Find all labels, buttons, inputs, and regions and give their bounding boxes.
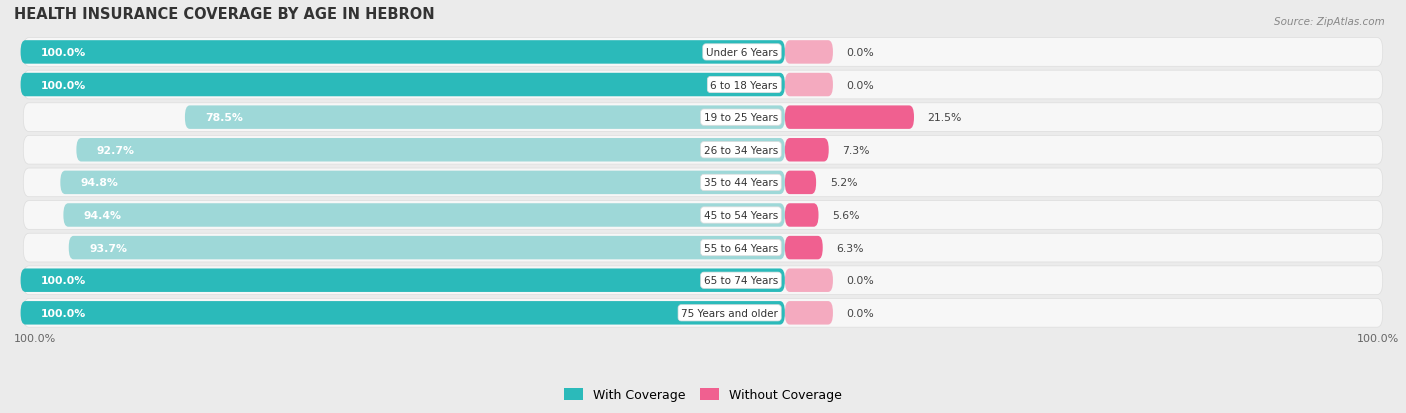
FancyBboxPatch shape: [24, 234, 1382, 262]
FancyBboxPatch shape: [785, 301, 832, 325]
Text: 5.2%: 5.2%: [830, 178, 858, 188]
Text: 0.0%: 0.0%: [846, 48, 875, 58]
FancyBboxPatch shape: [785, 204, 818, 227]
FancyBboxPatch shape: [24, 201, 1382, 230]
FancyBboxPatch shape: [21, 269, 785, 292]
FancyBboxPatch shape: [186, 106, 785, 130]
Text: 100.0%: 100.0%: [14, 333, 56, 344]
Text: Under 6 Years: Under 6 Years: [706, 48, 778, 58]
Text: 94.4%: 94.4%: [84, 211, 122, 221]
FancyBboxPatch shape: [785, 41, 832, 64]
Text: 5.6%: 5.6%: [832, 211, 859, 221]
FancyBboxPatch shape: [24, 266, 1382, 295]
FancyBboxPatch shape: [24, 38, 1382, 67]
FancyBboxPatch shape: [785, 236, 823, 260]
Text: 100.0%: 100.0%: [41, 81, 86, 90]
FancyBboxPatch shape: [24, 71, 1382, 100]
Text: 100.0%: 100.0%: [41, 48, 86, 58]
Text: 0.0%: 0.0%: [846, 308, 875, 318]
Text: 75 Years and older: 75 Years and older: [681, 308, 778, 318]
Text: 65 to 74 Years: 65 to 74 Years: [704, 275, 778, 285]
Text: 92.7%: 92.7%: [97, 145, 135, 155]
FancyBboxPatch shape: [21, 301, 785, 325]
FancyBboxPatch shape: [24, 104, 1382, 132]
Legend: With Coverage, Without Coverage: With Coverage, Without Coverage: [560, 383, 846, 406]
FancyBboxPatch shape: [69, 236, 785, 260]
FancyBboxPatch shape: [24, 299, 1382, 328]
Text: 0.0%: 0.0%: [846, 275, 875, 285]
Text: 93.7%: 93.7%: [89, 243, 127, 253]
FancyBboxPatch shape: [21, 74, 785, 97]
Text: 100.0%: 100.0%: [41, 275, 86, 285]
Text: 6 to 18 Years: 6 to 18 Years: [710, 81, 778, 90]
Text: 100.0%: 100.0%: [1357, 333, 1399, 344]
Text: 0.0%: 0.0%: [846, 81, 875, 90]
FancyBboxPatch shape: [785, 74, 832, 97]
Text: Source: ZipAtlas.com: Source: ZipAtlas.com: [1274, 17, 1385, 26]
Text: 7.3%: 7.3%: [842, 145, 870, 155]
FancyBboxPatch shape: [60, 171, 785, 195]
FancyBboxPatch shape: [785, 269, 832, 292]
Text: 19 to 25 Years: 19 to 25 Years: [704, 113, 778, 123]
Text: 21.5%: 21.5%: [928, 113, 962, 123]
FancyBboxPatch shape: [785, 171, 815, 195]
FancyBboxPatch shape: [24, 169, 1382, 197]
Text: 94.8%: 94.8%: [80, 178, 118, 188]
Text: 78.5%: 78.5%: [205, 113, 243, 123]
Text: 55 to 64 Years: 55 to 64 Years: [704, 243, 778, 253]
FancyBboxPatch shape: [785, 139, 828, 162]
FancyBboxPatch shape: [21, 41, 785, 64]
FancyBboxPatch shape: [785, 106, 914, 130]
FancyBboxPatch shape: [76, 139, 785, 162]
Text: 45 to 54 Years: 45 to 54 Years: [704, 211, 778, 221]
Text: 6.3%: 6.3%: [837, 243, 863, 253]
Text: 100.0%: 100.0%: [41, 308, 86, 318]
FancyBboxPatch shape: [24, 136, 1382, 165]
Text: 35 to 44 Years: 35 to 44 Years: [704, 178, 778, 188]
FancyBboxPatch shape: [63, 204, 785, 227]
Text: 26 to 34 Years: 26 to 34 Years: [704, 145, 778, 155]
Text: HEALTH INSURANCE COVERAGE BY AGE IN HEBRON: HEALTH INSURANCE COVERAGE BY AGE IN HEBR…: [14, 7, 434, 22]
